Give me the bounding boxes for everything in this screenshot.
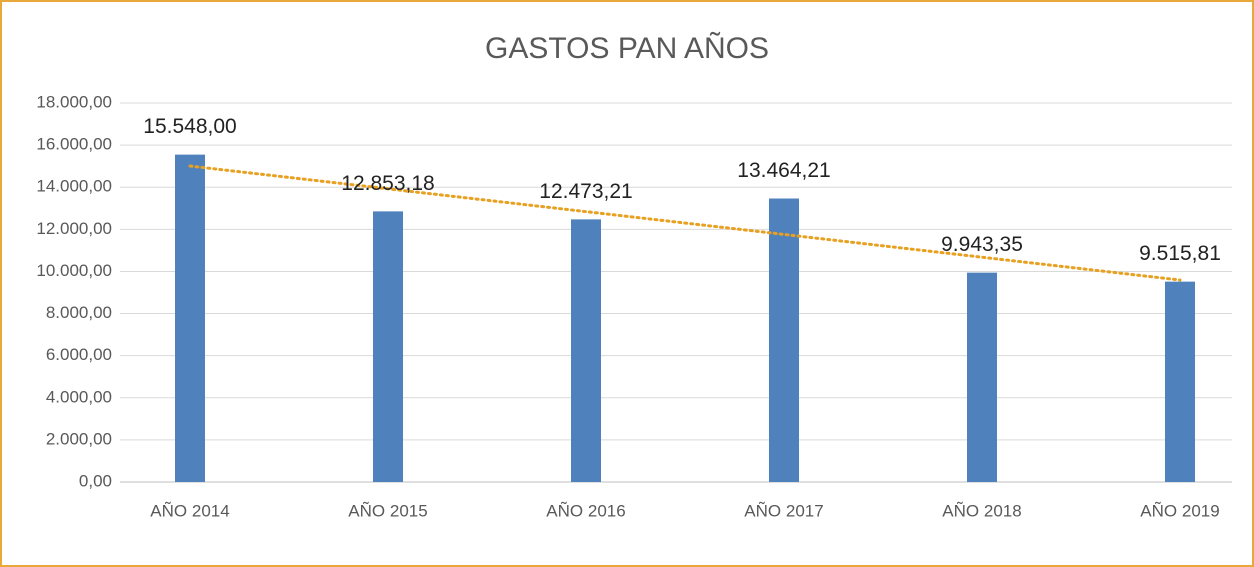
- y-tick-label: 8.000,00: [46, 303, 112, 322]
- x-tick-label: AÑO 2019: [1140, 501, 1219, 520]
- y-tick-label: 14.000,00: [36, 177, 112, 196]
- chart-title: GASTOS PAN AÑOS: [485, 31, 769, 65]
- value-label: 12.473,21: [539, 180, 632, 203]
- value-label: 13.464,21: [737, 159, 830, 182]
- value-label: 9.943,35: [941, 233, 1023, 256]
- bar: [1165, 281, 1195, 482]
- bar: [571, 219, 601, 482]
- y-tick-label: 2.000,00: [46, 429, 112, 448]
- x-tick-label: AÑO 2015: [348, 501, 427, 520]
- value-label: 12.853,18: [341, 172, 434, 195]
- x-tick-label: AÑO 2016: [546, 501, 625, 520]
- bar: [175, 154, 205, 482]
- y-tick-label: 0,00: [79, 471, 112, 490]
- y-tick-label: 12.000,00: [36, 219, 112, 238]
- trendline: [188, 164, 1182, 282]
- y-tick-label: 4.000,00: [46, 387, 112, 406]
- bar: [769, 198, 799, 482]
- value-label: 15.548,00: [143, 115, 236, 138]
- bar: [967, 272, 997, 482]
- x-tick-label: AÑO 2018: [942, 501, 1021, 520]
- y-tick-label: 18.000,00: [36, 92, 112, 111]
- y-tick-label: 16.000,00: [36, 135, 112, 154]
- bar: [373, 211, 403, 483]
- y-tick-label: 10.000,00: [36, 261, 112, 280]
- value-label: 9.515,81: [1139, 242, 1221, 265]
- x-tick-label: AÑO 2014: [150, 501, 229, 520]
- x-tick-label: AÑO 2017: [744, 501, 823, 520]
- y-tick-label: 6.000,00: [46, 345, 112, 364]
